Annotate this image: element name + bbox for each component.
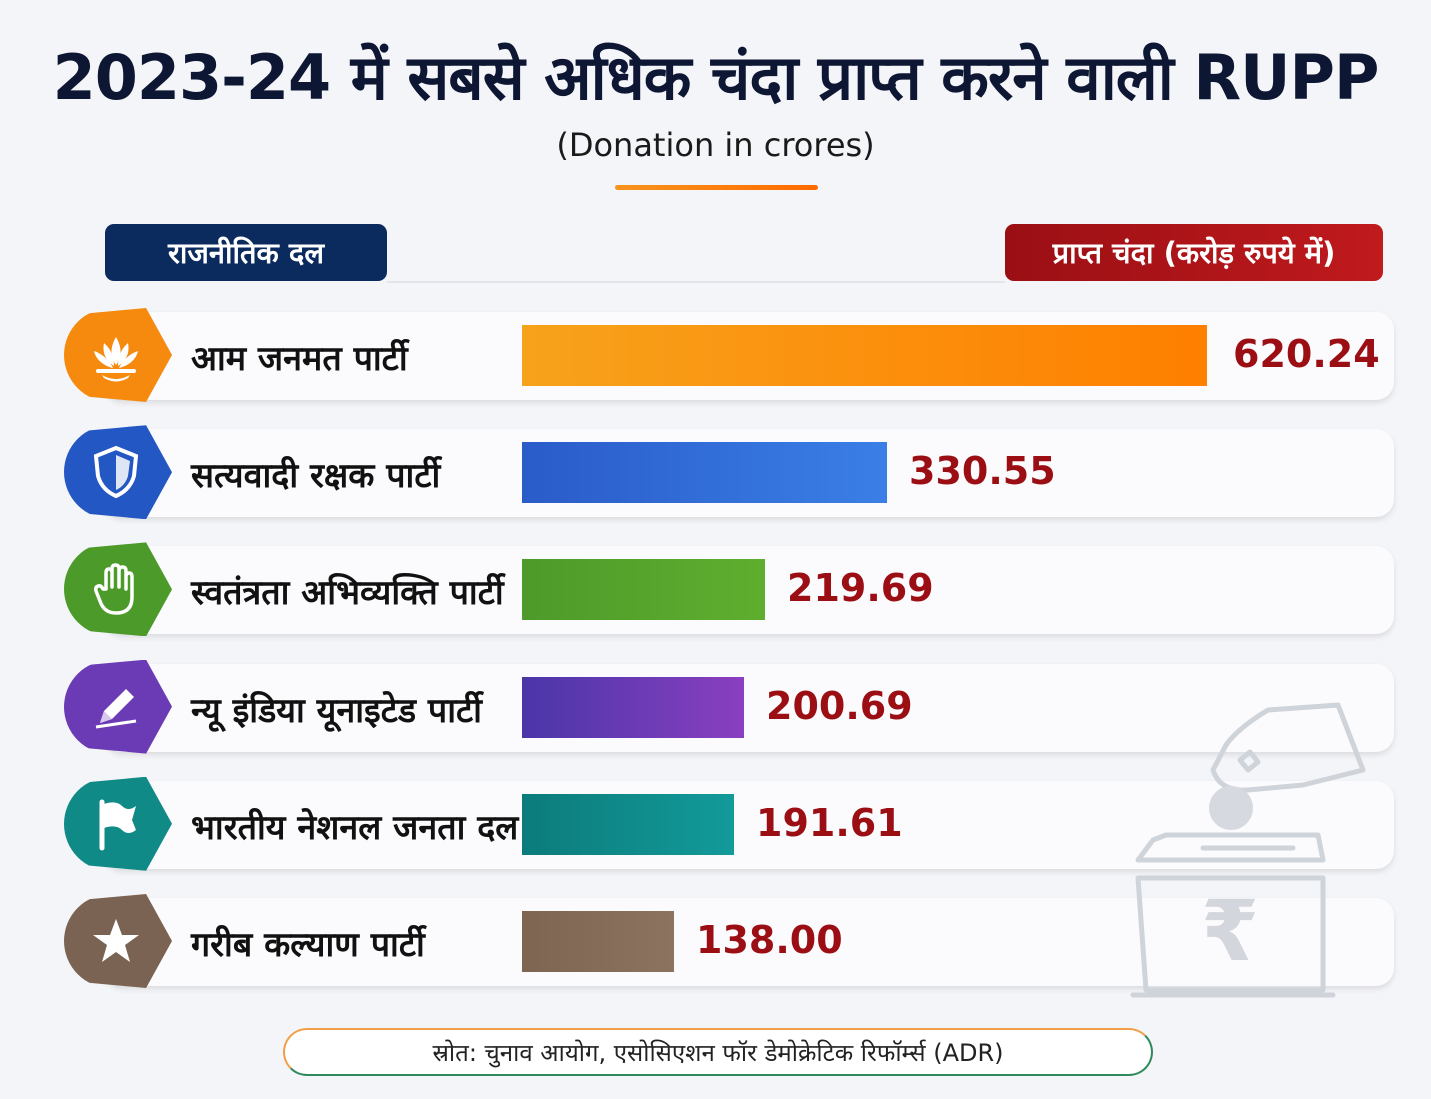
column-header-party: राजनीतिक दल xyxy=(105,224,387,281)
donation-value: 191.61 xyxy=(756,800,903,845)
party-name: न्यू इंडिया यूनाइटेड पार्टी xyxy=(191,690,482,731)
bar-row: स्वतंत्रता अभिव्यक्ति पार्टी 219.69 xyxy=(64,542,1394,637)
flag-icon xyxy=(99,799,136,851)
party-name: आम जनमत पार्टी xyxy=(191,339,408,379)
party-name: गरीब कल्याण पार्टी xyxy=(191,925,425,965)
chart-title: 2023-24 में सबसे अधिक चंदा प्राप्त करने … xyxy=(52,41,1380,114)
pencil-icon xyxy=(95,688,137,729)
donation-bar xyxy=(522,793,734,855)
party-badge xyxy=(64,894,172,988)
donation-value: 200.69 xyxy=(766,683,913,728)
accent-divider xyxy=(615,185,818,190)
bar-row: गरीब कल्याण पार्टी 138.00 xyxy=(64,894,1394,988)
hand-icon xyxy=(94,563,134,616)
row-card xyxy=(104,663,1394,752)
party-badge xyxy=(64,308,172,402)
donation-bar xyxy=(522,325,1207,386)
donation-value: 330.55 xyxy=(909,449,1056,494)
row-card xyxy=(104,780,1394,869)
lotus-icon xyxy=(94,337,138,382)
bar-row: आम जनमत पार्टी 620.24 xyxy=(64,308,1394,402)
donation-value: 138.00 xyxy=(696,918,843,962)
column-header-donation: प्राप्त चंदा (करोड़ रुपये में) xyxy=(1005,224,1383,281)
donation-bar xyxy=(522,559,765,621)
shield-icon xyxy=(93,446,139,499)
party-badge xyxy=(64,425,172,520)
chart-subtitle: (Donation in crores) xyxy=(556,126,875,164)
bar-row: भारतीय नेशनल जनता दल 191.61 xyxy=(64,776,1394,871)
rupee-symbol: ₹ xyxy=(1201,882,1259,980)
ballot-box-icon: ₹ xyxy=(1130,702,1366,998)
donation-bar xyxy=(522,676,744,738)
party-name: स्वतंत्रता अभिव्यक्ति पार्टी xyxy=(191,573,504,614)
header-divider xyxy=(387,281,1005,283)
party-name: सत्यवादी रक्षक पार्टी xyxy=(191,456,441,497)
donation-value: 620.24 xyxy=(1233,332,1380,376)
bar-row: न्यू इंडिया यूनाइटेड पार्टी 200.69 xyxy=(64,659,1394,754)
donation-bar xyxy=(522,911,674,972)
party-badge xyxy=(64,776,172,871)
source-note: स्रोत: चुनाव आयोग, एसोसिएशन फॉर डेमोक्रे… xyxy=(283,1028,1153,1076)
donation-value: 219.69 xyxy=(787,566,934,611)
party-name: भारतीय नेशनल जनता दल xyxy=(191,807,519,848)
row-card xyxy=(104,898,1394,986)
donation-bar xyxy=(522,442,887,504)
star-icon xyxy=(93,919,139,962)
bar-row: सत्यवादी रक्षक पार्टी 330.55 xyxy=(64,425,1394,520)
party-badge xyxy=(64,659,172,754)
party-badge xyxy=(64,542,172,637)
